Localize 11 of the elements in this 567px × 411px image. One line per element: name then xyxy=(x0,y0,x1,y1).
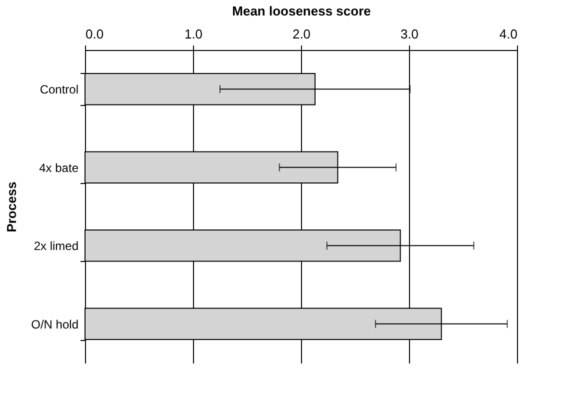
y-tick-label: 2x limed xyxy=(34,239,78,254)
x-tick-label: 4.0 xyxy=(499,26,518,42)
x-tick-label: 0.0 xyxy=(86,26,104,42)
x-tick-label: 1.0 xyxy=(184,26,203,42)
y-tick-label: Control xyxy=(40,82,78,97)
y-tick-label: 4x bate xyxy=(39,160,79,175)
y-tick-label: O/N hold xyxy=(31,317,78,332)
x-axis-title: Mean looseness score xyxy=(232,4,371,18)
x-tick-label: 3.0 xyxy=(400,26,419,42)
x-tick-label: 2.0 xyxy=(292,26,311,42)
y-axis-title: Process xyxy=(4,182,20,232)
